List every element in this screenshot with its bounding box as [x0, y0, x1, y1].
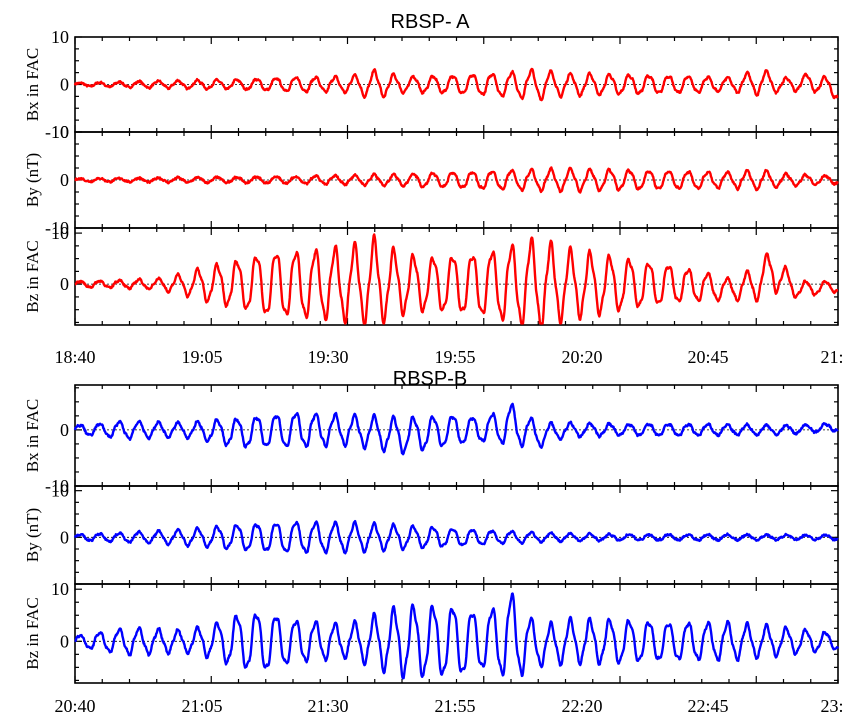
series-line-bz: [74, 592, 840, 680]
x-tick-label: 22:45: [687, 696, 728, 716]
x-tick-label: 19:05: [181, 347, 222, 367]
series-line-by: [73, 519, 839, 555]
x-tick-label: 21:05: [181, 696, 222, 716]
series-line-bx: [73, 67, 839, 102]
y-tick-label: 0: [60, 274, 69, 294]
x-tick-label: 19:30: [307, 347, 348, 367]
y-tick-label: 10: [51, 27, 69, 47]
y-axis-label: By (nT): [23, 508, 42, 562]
series-line-bx: [73, 402, 839, 456]
x-tick-label: 21:30: [307, 696, 348, 716]
y-tick-label: 10: [51, 579, 69, 599]
y-axis-label: Bz in FAC: [23, 597, 42, 669]
x-tick-label: 20:20: [561, 347, 602, 367]
chart-title-rbsp-a: RBSP- A: [391, 11, 471, 33]
series-line-bz: [74, 233, 839, 325]
y-tick-label: -10: [45, 476, 69, 496]
y-axis-label: Bx in FAC: [23, 48, 42, 121]
x-tick-label: 18:40: [54, 347, 95, 367]
x-tick-label: 23:: [820, 696, 843, 716]
x-tick-label: 20:40: [54, 696, 95, 716]
y-axis-label: Bx in FAC: [23, 399, 42, 472]
x-tick-label: 21:55: [434, 696, 475, 716]
x-tick-label: 22:20: [561, 696, 602, 716]
y-tick-label: 10: [51, 223, 69, 243]
x-tick-label: 20:45: [687, 347, 728, 367]
y-tick-label: 0: [60, 631, 69, 651]
y-tick-label: 0: [60, 420, 69, 440]
y-tick-label: 0: [60, 527, 69, 547]
x-tick-label: 21:: [820, 347, 843, 367]
y-tick-label: 0: [60, 75, 69, 95]
y-tick-label: 0: [60, 170, 69, 190]
y-tick-label: -10: [45, 218, 69, 238]
y-axis-label: Bz in FAC: [23, 240, 42, 312]
series-line-by: [74, 166, 839, 194]
y-axis-label: By (nT): [23, 153, 42, 207]
y-tick-label: 10: [51, 481, 69, 501]
x-tick-label: 19:55: [434, 347, 475, 367]
y-tick-label: -10: [45, 122, 69, 142]
y-tick-label: 10: [51, 122, 69, 142]
